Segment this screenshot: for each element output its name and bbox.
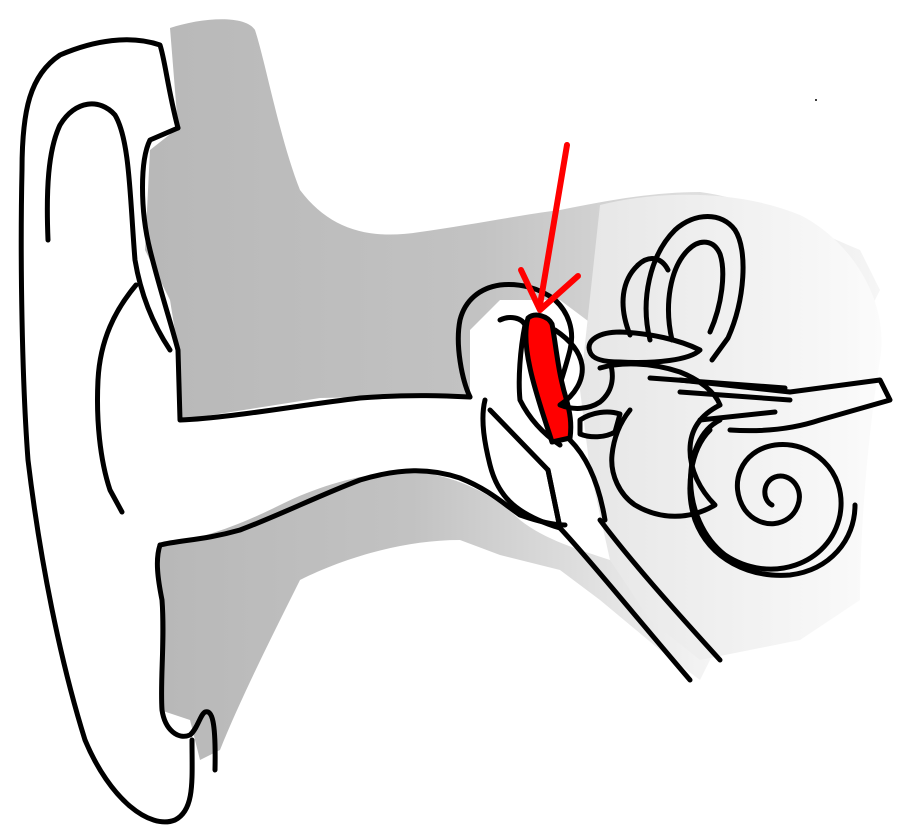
- tympanic-cavity-inner: [497, 315, 563, 448]
- pointer-arrow-head: [518, 267, 581, 313]
- malleus-highlight: [523, 312, 574, 445]
- semicircular-canal-superior-inner: [666, 239, 726, 343]
- semicircular-canal-lateral: [586, 329, 703, 365]
- cochlea-outer: [687, 427, 858, 578]
- eustachian-tube-upper: [545, 467, 693, 683]
- vestibule-outline: [597, 361, 723, 519]
- middle-ear-wall: [480, 397, 563, 531]
- incus-outline: [552, 327, 615, 411]
- auditory-nerve-outline: [677, 377, 893, 434]
- temporal-tissue-lower: [160, 471, 720, 760]
- semicircular-canal-posterior: [620, 256, 671, 338]
- nerve-fiber-3: [697, 409, 778, 423]
- antihelix-curve: [95, 282, 139, 515]
- ear-canal-lower-wall: [157, 468, 568, 548]
- cochlea-spiral: [688, 417, 844, 572]
- nerve-fiber-2: [677, 389, 793, 403]
- pinna-outline: [18, 37, 195, 825]
- eustachian-tube-lower: [597, 517, 723, 663]
- nerve-fiber-1: [647, 375, 788, 391]
- concha-outline: [140, 125, 473, 423]
- semicircular-canal-superior: [643, 214, 746, 363]
- pointer-arrow-shaft: [537, 142, 570, 308]
- middle-ear-floor: [567, 437, 608, 523]
- helix-inner-curve: [44, 101, 173, 353]
- inner-ear-shade: [580, 194, 882, 660]
- earlobe-outline: [154, 542, 218, 773]
- stray-dot: [815, 99, 817, 101]
